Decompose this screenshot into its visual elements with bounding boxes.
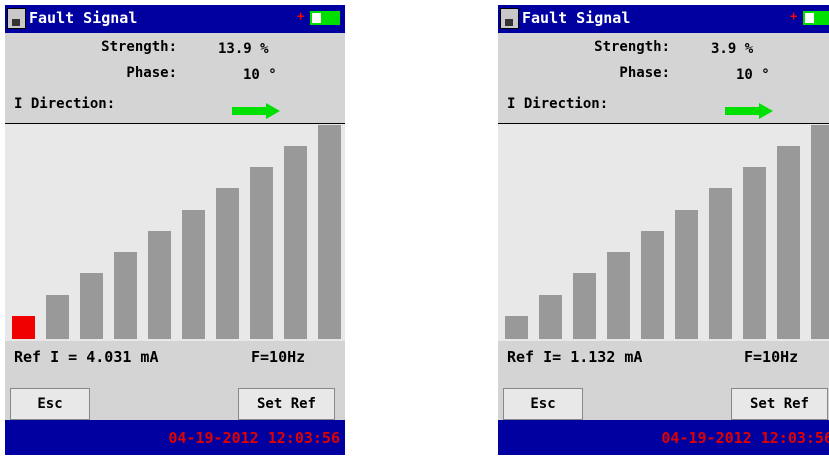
direction-label: I Direction: xyxy=(507,96,609,112)
meter-bar xyxy=(182,210,205,339)
meter-bar xyxy=(114,252,137,339)
meter-bar xyxy=(573,273,596,339)
title-bar xyxy=(498,5,829,33)
app-icon xyxy=(500,8,519,29)
meter-bar xyxy=(284,146,307,339)
meter-bar xyxy=(505,316,528,339)
set-ref-button[interactable]: Set Ref xyxy=(731,388,828,420)
status-bar xyxy=(5,420,345,455)
frequency: F=10Hz xyxy=(251,348,306,366)
strength-value: 3.9 % xyxy=(711,41,754,57)
status-bar xyxy=(498,420,829,455)
meter-bar xyxy=(539,295,562,339)
screen-title: Fault Signal xyxy=(522,9,631,27)
meter-bar xyxy=(607,252,630,339)
meter-bar xyxy=(777,146,800,339)
ref-current: Ref I= 1.132 mA xyxy=(507,348,643,366)
meter-bar xyxy=(216,188,239,339)
phase-label: Phase: xyxy=(619,65,670,81)
signal-meter xyxy=(498,123,829,341)
device-screen: Fault Signal + Strength: 3.9 % Phase: 10 ° I D… xyxy=(498,5,829,455)
meter-bar xyxy=(318,125,341,339)
meter-bar xyxy=(46,295,69,339)
esc-button[interactable]: Esc xyxy=(503,388,583,420)
arrow-shape xyxy=(725,103,773,119)
screen-title: Fault Signal xyxy=(29,9,138,27)
meter-bar xyxy=(743,167,766,339)
meter-bar xyxy=(709,188,732,339)
phase-label: Phase: xyxy=(126,65,177,81)
set-ref-button[interactable]: Set Ref xyxy=(238,388,335,420)
meter-bar xyxy=(675,210,698,339)
meter-bar xyxy=(12,316,35,339)
title-bar xyxy=(5,5,345,33)
battery-icon xyxy=(310,11,340,25)
signal-meter xyxy=(5,123,345,341)
meter-bar xyxy=(80,273,103,339)
meter-bar xyxy=(250,167,273,339)
strength-label: Strength: xyxy=(594,39,670,55)
phase-value: 10 ° xyxy=(736,67,770,83)
app-icon xyxy=(7,8,26,29)
ref-current: Ref I = 4.031 mA xyxy=(14,348,159,366)
frequency: F=10Hz xyxy=(744,348,799,366)
strength-value: 13.9 % xyxy=(218,41,269,57)
direction-label: I Direction: xyxy=(14,96,116,112)
strength-label: Strength: xyxy=(101,39,177,55)
phase-value: 10 ° xyxy=(243,67,277,83)
datetime: 04-19-2012 12:03:56 xyxy=(168,429,340,447)
direction-arrow xyxy=(725,103,773,123)
battery-icon xyxy=(803,11,829,25)
meter-bar xyxy=(641,231,664,339)
esc-button[interactable]: Esc xyxy=(10,388,90,420)
meter-bar xyxy=(148,231,171,339)
arrow-shape xyxy=(232,103,280,119)
meter-bar xyxy=(811,125,829,339)
datetime: 04-19-2012 12:03:56 xyxy=(661,429,829,447)
charge-indicator: + xyxy=(297,9,305,23)
charge-indicator: + xyxy=(790,9,798,23)
device-screen: Fault Signal + Strength: 13.9 % Phase: 10 ° I … xyxy=(5,5,345,455)
direction-arrow xyxy=(232,103,280,123)
